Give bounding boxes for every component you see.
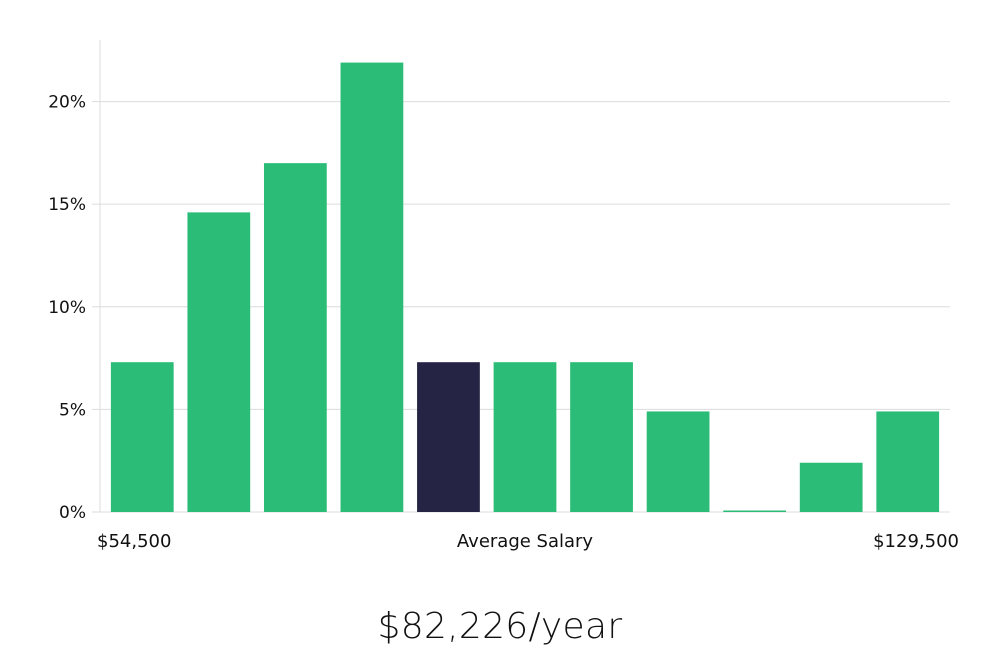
average-salary-value: $82,226/year xyxy=(377,606,623,647)
bar xyxy=(187,212,251,512)
bar xyxy=(493,362,557,512)
y-tick-label: 0% xyxy=(59,503,86,523)
bar xyxy=(570,362,633,512)
bar xyxy=(263,163,327,512)
bar xyxy=(723,510,787,512)
bar-highlighted xyxy=(417,362,480,512)
y-tick-labels: 0% 5% 10% 15% 20% xyxy=(48,93,86,523)
x-end-label: $129,500 xyxy=(873,531,959,552)
x-axis-title: Average Salary xyxy=(457,531,594,552)
y-tick-label: 15% xyxy=(48,195,86,215)
x-start-label: $54,500 xyxy=(97,531,171,552)
y-tick-label: 20% xyxy=(48,93,86,113)
y-tick-label: 5% xyxy=(59,400,86,420)
bar xyxy=(799,462,863,512)
bars xyxy=(110,62,940,512)
bar xyxy=(110,362,174,512)
salary-histogram: 0% 5% 10% 15% 20% $54,500 Average Salary $12… xyxy=(48,40,959,552)
bar xyxy=(340,62,404,512)
bar xyxy=(876,411,940,512)
chart-canvas: 0% 5% 10% 15% 20% $54,500 Average Salary $12… xyxy=(48,40,959,552)
y-tick-label: 10% xyxy=(48,298,86,318)
x-labels: $54,500 Average Salary $129,500 xyxy=(97,531,959,552)
bar xyxy=(646,411,710,512)
